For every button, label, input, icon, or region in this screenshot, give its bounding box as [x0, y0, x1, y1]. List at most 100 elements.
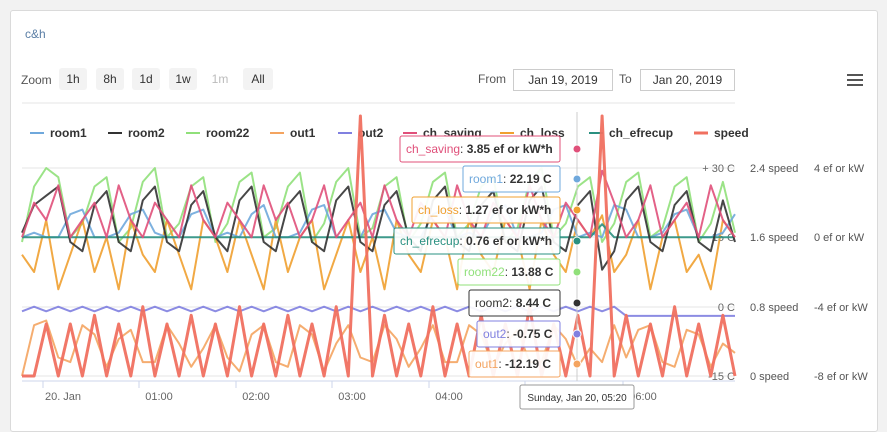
zoom-1m-button: 1m — [206, 68, 234, 90]
line-chart: room1 room2 room22 out1 out2 ch_saving ch_loss… — [21, 102, 868, 410]
zoom-label: Zoom — [21, 73, 52, 87]
tooltip-box — [457, 258, 561, 286]
tooltip-out2: out2: -0.75 C — [476, 320, 582, 348]
from-date-input[interactable] — [513, 69, 613, 91]
series-line-speed — [22, 114, 737, 378]
tooltip-value: 0.76 ef or kW*h — [466, 234, 552, 248]
tooltip-header-box — [519, 384, 635, 410]
tooltip-box — [462, 165, 561, 193]
legend-item-out1: out1 — [290, 126, 316, 140]
tooltip-box — [393, 227, 561, 255]
chart-title: c&h — [25, 27, 46, 41]
to-date-input[interactable] — [640, 69, 735, 91]
tooltip-text: ch_saving: 3.85 ef or kW*h — [406, 142, 553, 156]
tooltip-marker — [572, 298, 582, 308]
tooltip-series-name: out1 — [475, 357, 499, 371]
tooltip-text: ch_loss: 1.27 ef or kW*h — [418, 203, 551, 217]
x-tick-label: 02:00 — [242, 391, 270, 403]
tooltip-series-name: ch_saving — [406, 142, 460, 156]
tooltip-marker — [572, 174, 582, 184]
tooltip-marker — [572, 236, 582, 246]
tooltip-value: -0.75 C — [513, 327, 553, 341]
legend-item-room2: room2 — [128, 126, 165, 140]
y-tick-temp: 0 C — [718, 302, 735, 314]
zoom-1d-button[interactable]: 1d — [132, 68, 160, 90]
tooltip-box — [411, 196, 561, 224]
y-tick-energy: -4 ef or kW — [814, 302, 868, 314]
y-tick-temp: + 30 C — [702, 163, 735, 175]
tooltip-value: 3.85 ef or kW*h — [467, 142, 553, 156]
zoom-all-button[interactable]: All — [243, 68, 273, 90]
tooltip-room2: room2: 8.44 C — [468, 289, 582, 317]
y-tick-speed: 0 speed — [750, 371, 789, 383]
series-line-ch_loss — [21, 214, 736, 291]
tooltip-room22: room22: 13.88 C — [457, 258, 582, 286]
tooltip-value: 8.44 C — [516, 296, 552, 310]
tooltip-value: 1.27 ef or kW*h — [465, 203, 551, 217]
legend-item-ch_efrecup: ch_efrecup — [609, 126, 673, 140]
tooltip-colon: : — [498, 357, 505, 371]
y-tick-energy: 4 ef or kW — [814, 163, 865, 175]
tooltip-marker — [572, 144, 582, 154]
tooltip-series-name: room1 — [469, 172, 503, 186]
hamburger-icon[interactable] — [847, 74, 863, 88]
to-label: To — [619, 72, 632, 86]
tooltip-series-name: ch_loss — [418, 203, 459, 217]
zoom-1h-button[interactable]: 1h — [59, 68, 87, 90]
x-tick-label: 01:00 — [145, 391, 173, 403]
tooltip-series-name: room22 — [464, 265, 505, 279]
tooltip-colon: : — [459, 203, 466, 217]
x-tick-label: 20. Jan — [45, 391, 81, 403]
tooltip-ch_loss: ch_loss: 1.27 ef or kW*h — [411, 196, 582, 224]
tooltip-value: 22.19 C — [510, 172, 552, 186]
tooltip-marker — [572, 329, 582, 339]
y-tick-temp: -15 C — [708, 371, 735, 383]
tooltip-room1: room1: 22.19 C — [462, 165, 582, 193]
tooltip-marker — [572, 267, 582, 277]
tooltip-value: 13.88 C — [511, 265, 553, 279]
zoom-1w-button[interactable]: 1w — [169, 68, 197, 90]
legend-item-room1: room1 — [50, 126, 87, 140]
series-line-ch_saving — [21, 169, 736, 239]
tooltip-header: Sunday, Jan 20, 05:20 — [519, 384, 635, 410]
legend-item-out2: out2 — [358, 126, 384, 140]
legend-item-room22: room22 — [206, 126, 250, 140]
x-tick-label: 03:00 — [338, 391, 366, 403]
y-tick-energy: 0 ef or kW — [814, 232, 865, 244]
tooltip-series-name: ch_efrecup — [400, 234, 460, 248]
tooltip-colon: : — [505, 265, 512, 279]
tooltip-box — [476, 320, 561, 348]
tooltip-colon: : — [506, 327, 513, 341]
series-line-room2 — [21, 185, 736, 271]
tooltip-out1: out1: -12.19 C — [468, 350, 582, 378]
series-line-ch_efrecup — [22, 223, 735, 239]
zoom-8h-button[interactable]: 8h — [96, 68, 124, 90]
tooltip-series-name: room2 — [475, 296, 509, 310]
tooltip-text: out2: -0.75 C — [483, 327, 553, 341]
tooltip-colon: : — [509, 296, 516, 310]
x-tick-label: 04:00 — [435, 391, 463, 403]
tooltip-text: room2: 8.44 C — [475, 296, 551, 310]
y-tick-speed: 0.8 speed — [750, 302, 798, 314]
x-tick-label: 06:00 — [629, 391, 657, 403]
tooltip-box — [468, 350, 561, 378]
from-label: From — [478, 72, 506, 86]
legend-item-speed: speed — [714, 126, 749, 140]
tooltip-box — [468, 289, 561, 317]
tooltip-ch_efrecup: ch_efrecup: 0.76 ef or kW*h — [393, 227, 582, 255]
tooltip-header-text: Sunday, Jan 20, 05:20 — [527, 393, 627, 404]
tooltip-text: ch_efrecup: 0.76 ef or kW*h — [400, 234, 552, 248]
y-tick-speed: 2.4 speed — [750, 163, 798, 175]
tooltip-colon: : — [503, 172, 510, 186]
tooltip-marker — [572, 205, 582, 215]
tooltip-text: room22: 13.88 C — [464, 265, 554, 279]
tooltip-text: out1: -12.19 C — [475, 357, 551, 371]
tooltip-box — [399, 135, 561, 163]
y-tick-energy: -8 ef or kW — [814, 371, 868, 383]
tooltip-series-name: out2 — [483, 327, 507, 341]
tooltip-text: room1: 22.19 C — [469, 172, 552, 186]
y-tick-speed: 1.6 speed — [750, 232, 798, 244]
tooltip-value: -12.19 C — [505, 357, 551, 371]
series-line-out2 — [21, 305, 735, 317]
tooltip-marker — [572, 359, 582, 369]
